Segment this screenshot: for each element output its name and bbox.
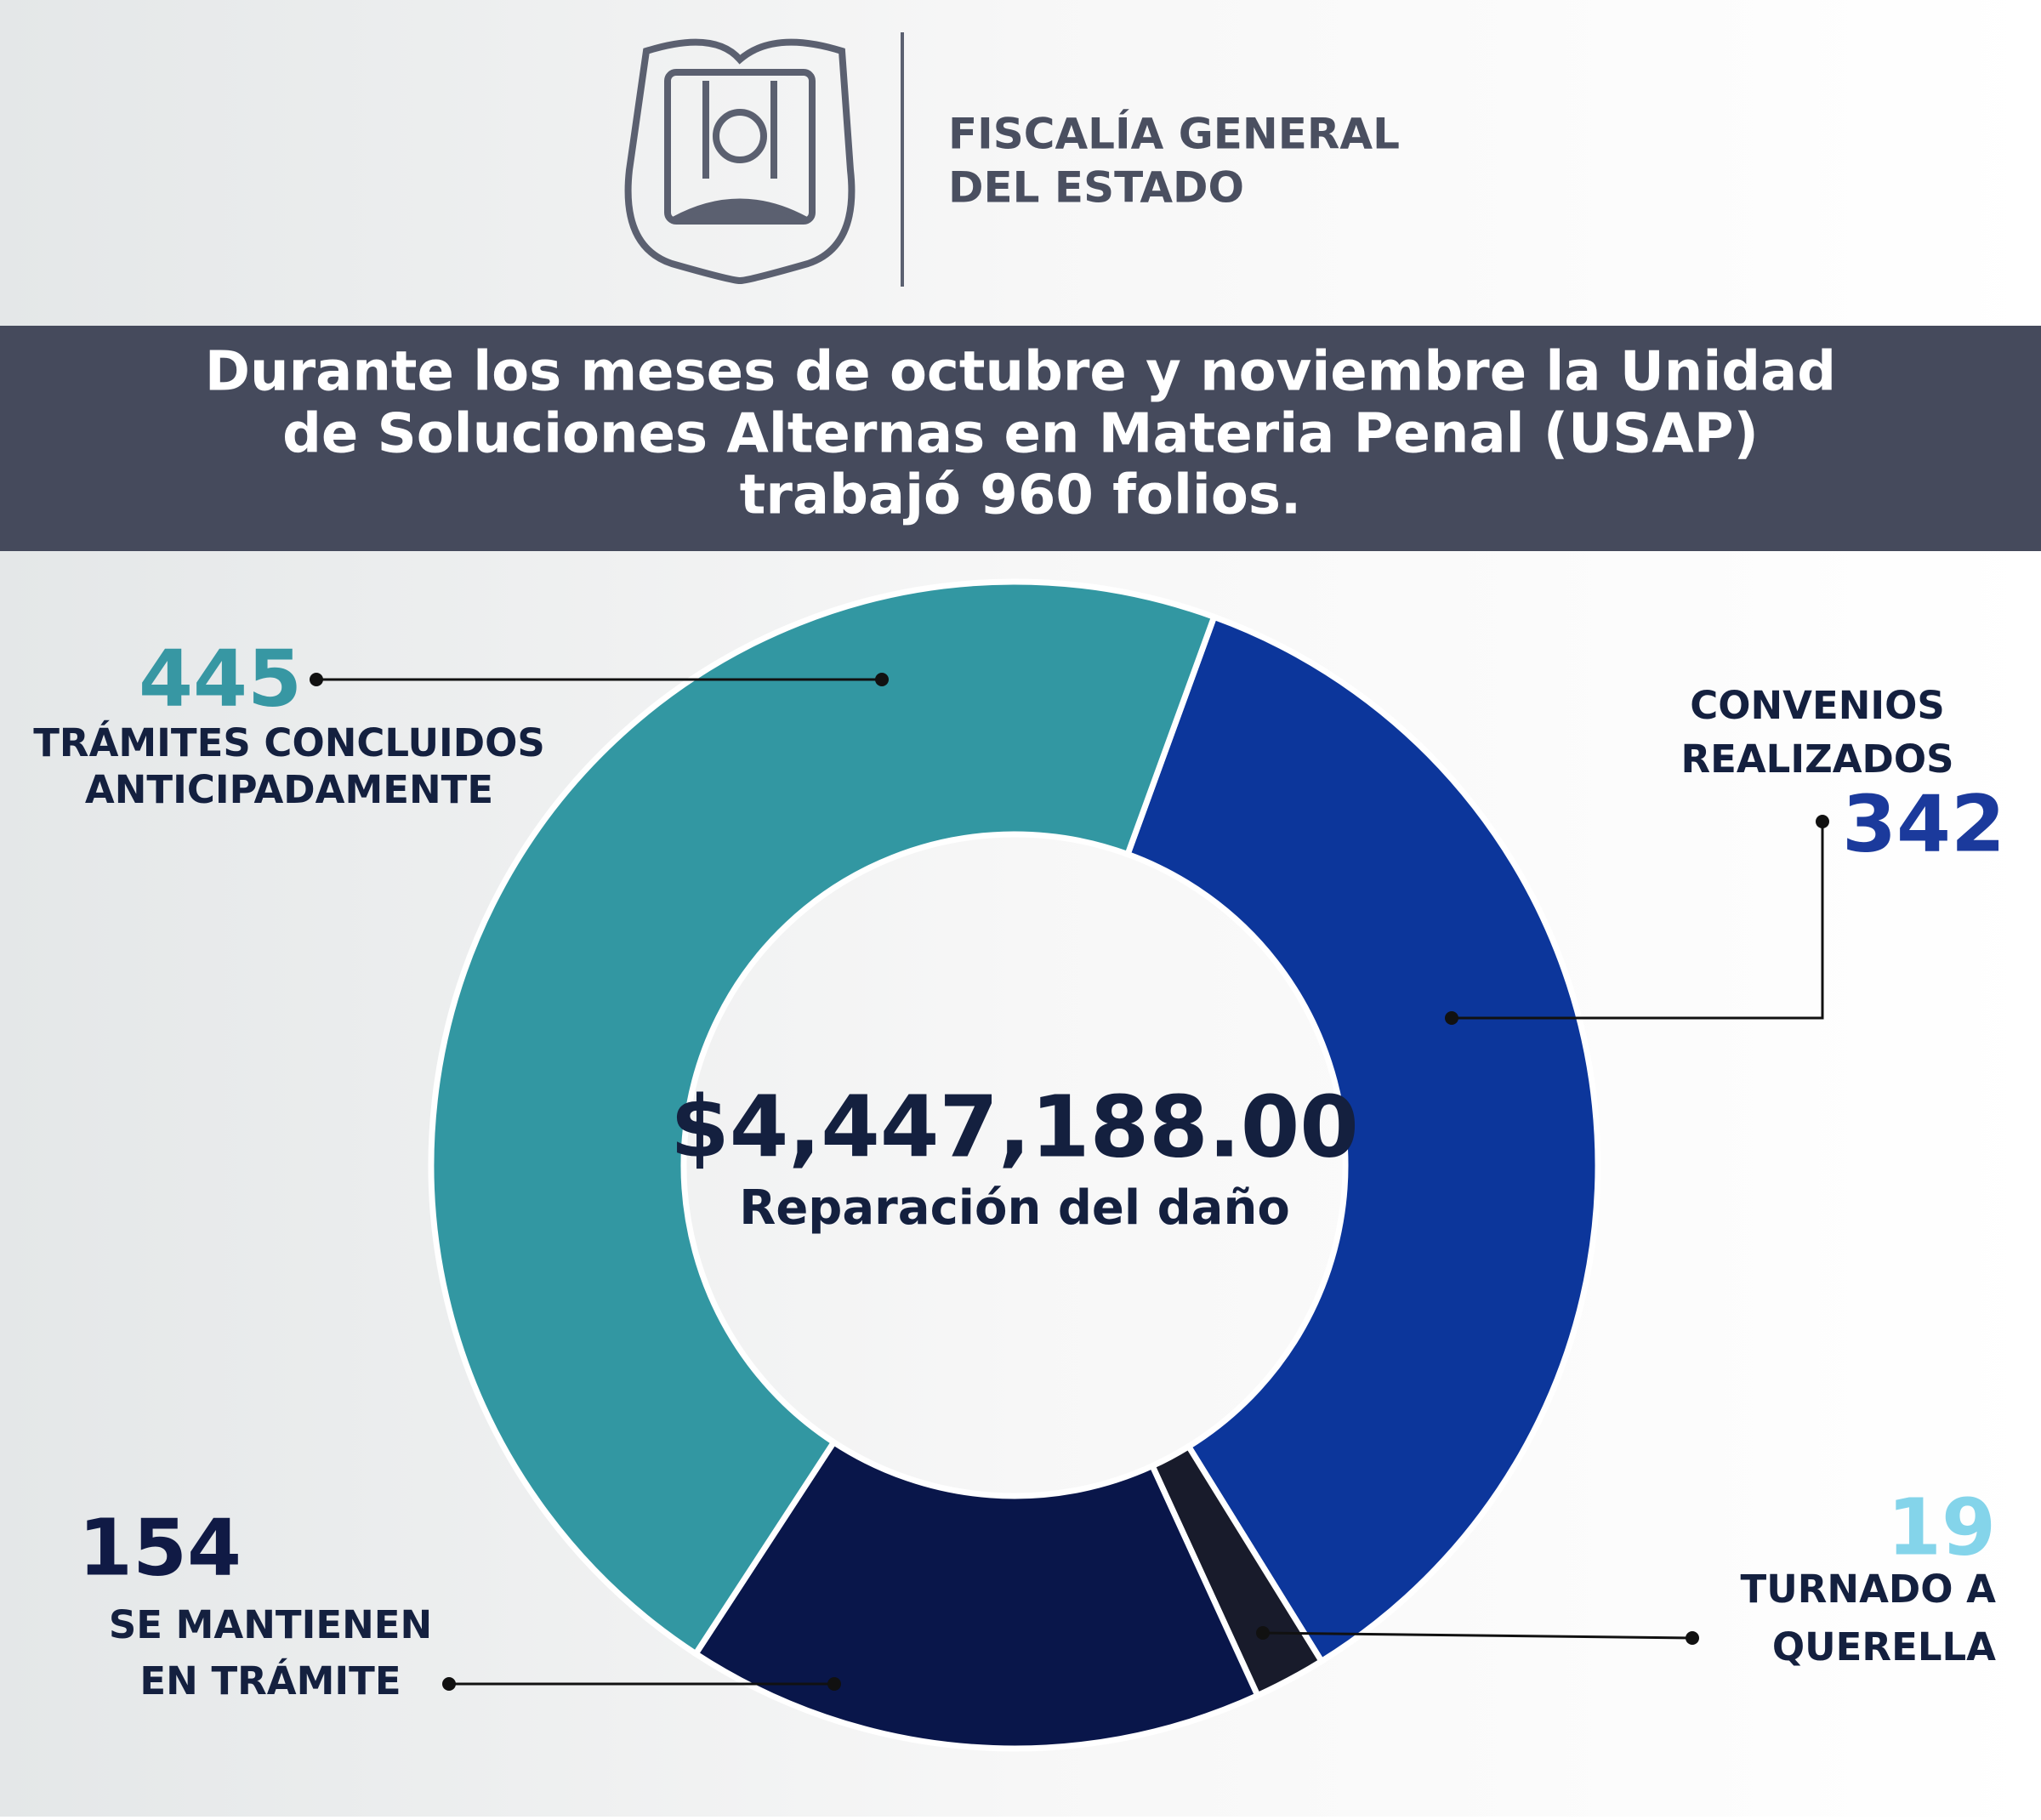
category-label: EN TRÁMITE	[139, 1658, 401, 1703]
value-label: 19	[1887, 1482, 1996, 1573]
banner	[0, 326, 2041, 551]
category-label: TRÁMITES CONCLUIDOS	[33, 720, 545, 765]
category-label: ANTICIPADAMENTE	[85, 767, 493, 812]
banner-text: Durante los meses de octubre y noviembre…	[205, 341, 1836, 404]
value-label: 154	[78, 1502, 242, 1593]
leader-dot	[875, 673, 889, 686]
banner-text: de Soluciones Alternas en Materia Penal …	[282, 403, 1759, 466]
value-label: 342	[1842, 778, 2005, 869]
value-label: 445	[139, 633, 302, 724]
logo	[624, 38, 856, 285]
category-label: QUERELLA	[1772, 1624, 1996, 1669]
donut-segment	[428, 578, 1219, 1658]
leader-dot	[1686, 1631, 1699, 1645]
leader-dot	[442, 1677, 456, 1691]
center-value: $4,447,188.00	[670, 1077, 1359, 1176]
leader-dot	[1256, 1626, 1270, 1640]
leader-dot	[1445, 1011, 1458, 1025]
leader-line	[1262, 1631, 1693, 1640]
leader-line	[1452, 822, 1824, 1020]
donut-segment	[691, 1437, 1262, 1752]
center-label: Reparación del daño	[739, 1180, 1290, 1236]
banner-text: trabajó 960 folios.	[740, 464, 1301, 527]
category-label: CONVENIOS	[1690, 683, 1945, 728]
category-label: TURNADO A	[1741, 1567, 1997, 1612]
leader-dot	[827, 1677, 841, 1691]
leader-dot	[310, 673, 323, 686]
leader-dot	[1816, 815, 1829, 828]
org-name: FISCALÍA GENERAL	[948, 109, 1400, 159]
org-name: DEL ESTADO	[948, 163, 1244, 213]
donut-segment	[1123, 612, 1601, 1666]
category-label: SE MANTIENEN	[109, 1602, 432, 1647]
category-label: REALIZADOS	[1680, 737, 1953, 782]
